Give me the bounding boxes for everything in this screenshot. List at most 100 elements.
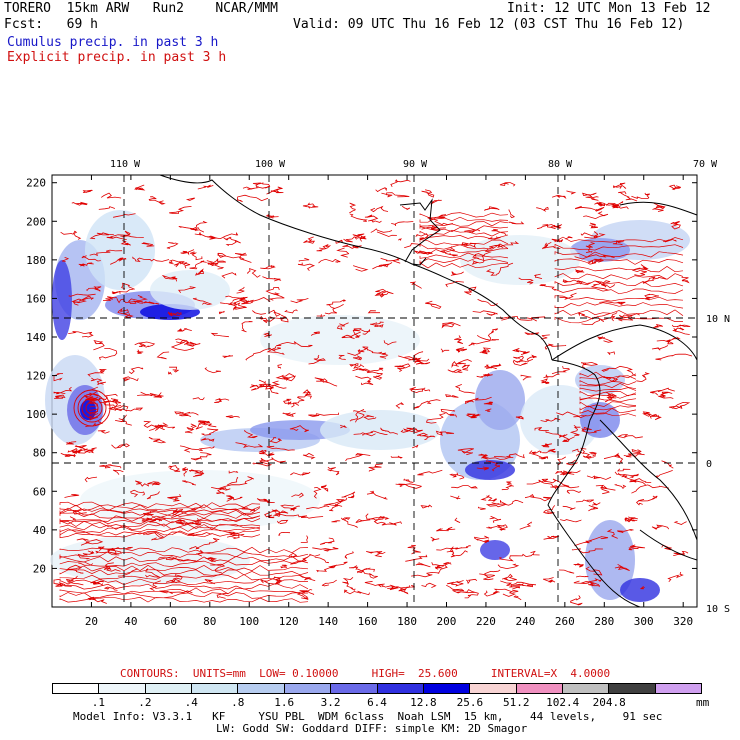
precip-contour xyxy=(221,272,237,279)
precip-contour xyxy=(214,264,225,270)
precip-contour xyxy=(303,236,316,244)
precip-contour xyxy=(282,398,297,408)
precip-contour xyxy=(262,276,282,282)
x-tick-label: 260 xyxy=(555,615,575,628)
colorbar-label: 25.6 xyxy=(456,696,484,709)
precip-contour xyxy=(316,244,332,252)
precip-contour xyxy=(170,579,176,583)
precip-contour xyxy=(232,296,254,304)
precip-contour xyxy=(579,408,637,415)
y-tick-label: 20 xyxy=(33,562,46,575)
precip-contour xyxy=(210,332,229,338)
precip-contour xyxy=(100,192,122,199)
precip-contour xyxy=(574,536,609,547)
precip-contour xyxy=(290,553,321,565)
precip-contour xyxy=(537,224,557,230)
precip-contour xyxy=(400,428,423,433)
precip-contour xyxy=(513,355,524,363)
coastline xyxy=(599,419,698,541)
precip-contour xyxy=(316,314,326,318)
colorbar-units: mm xyxy=(696,696,710,709)
precip-contour xyxy=(509,581,537,590)
y-tick-label: 100 xyxy=(26,408,46,421)
precip-contour xyxy=(413,399,441,409)
precip-contour xyxy=(414,360,431,365)
precip-contour xyxy=(558,569,575,574)
precip-contour xyxy=(268,292,285,301)
precip-contour xyxy=(291,492,304,498)
precip-contour xyxy=(631,484,669,494)
precip-contour xyxy=(170,341,195,351)
precip-contour xyxy=(407,544,421,555)
precip-contour xyxy=(319,537,335,545)
precip-contour xyxy=(355,375,374,386)
precip-contour xyxy=(338,354,346,361)
precip-contour xyxy=(192,397,205,401)
precip-contour xyxy=(269,437,282,444)
x-tick-label: 140 xyxy=(318,615,338,628)
precip-contour xyxy=(554,295,684,302)
precip-contour xyxy=(71,201,88,206)
precip-contour xyxy=(166,242,179,249)
precip-contour xyxy=(540,334,550,340)
precip-contour xyxy=(169,366,180,373)
precip-area xyxy=(150,270,230,310)
precip-contour xyxy=(117,568,138,577)
precip-contour xyxy=(352,265,369,272)
precip-contour xyxy=(551,194,567,200)
x-tick-label: 160 xyxy=(358,615,378,628)
precip-contour xyxy=(227,476,239,486)
precip-contour xyxy=(234,252,252,263)
precip-contour xyxy=(324,304,344,315)
precip-contour xyxy=(282,412,296,417)
precip-contour xyxy=(68,331,94,338)
precip-contour xyxy=(681,277,690,284)
precip-contour xyxy=(140,391,164,398)
precip-contour xyxy=(167,494,182,502)
precip-contour xyxy=(81,255,101,262)
precip-contour xyxy=(156,422,169,430)
precip-contour xyxy=(566,190,577,195)
precip-contour xyxy=(297,262,316,272)
precip-contour xyxy=(217,252,245,260)
precip-contour xyxy=(201,428,219,436)
colorbar-swatch xyxy=(99,684,146,693)
precip-contour xyxy=(494,241,520,249)
precip-contour xyxy=(579,405,637,411)
precip-contour xyxy=(290,471,311,476)
precip-contour xyxy=(364,214,382,223)
precip-contour xyxy=(296,590,315,600)
axis-labels: 20 40 60 80 100 120 140 160 180 200 220 240 260 280 30… xyxy=(26,159,730,628)
precip-contour xyxy=(585,566,603,576)
precip-contour xyxy=(275,512,324,519)
precip-contour xyxy=(59,569,309,576)
precip-contour xyxy=(445,252,458,257)
precip-contour xyxy=(290,298,309,304)
precip-contour xyxy=(301,589,313,593)
precip-contour xyxy=(515,415,524,420)
precip-contour xyxy=(554,243,684,251)
precip-contour xyxy=(447,580,464,587)
precip-contour xyxy=(603,452,624,465)
precip-contour xyxy=(554,302,684,309)
precip-contour xyxy=(93,339,105,351)
precip-contour xyxy=(651,345,669,351)
precip-contour xyxy=(95,548,122,554)
precip-contour xyxy=(173,261,185,268)
precip-contour xyxy=(372,262,393,270)
init-time: Init: 12 UTC Mon 13 Feb 12 xyxy=(507,1,711,16)
y-tick-label: 220 xyxy=(26,177,46,190)
precip-contour xyxy=(380,257,400,262)
precip-contour xyxy=(277,364,282,369)
precip-contour xyxy=(347,346,369,356)
precip-contour xyxy=(476,373,493,378)
precip-contour xyxy=(501,573,517,581)
precip-contour xyxy=(580,447,591,460)
precip-contour xyxy=(435,430,455,436)
precip-contour xyxy=(243,444,263,449)
coastline xyxy=(547,359,641,608)
precip-contour xyxy=(419,248,509,255)
precip-contour xyxy=(364,580,385,588)
precip-contour xyxy=(649,387,675,396)
precip-contour xyxy=(110,398,122,404)
